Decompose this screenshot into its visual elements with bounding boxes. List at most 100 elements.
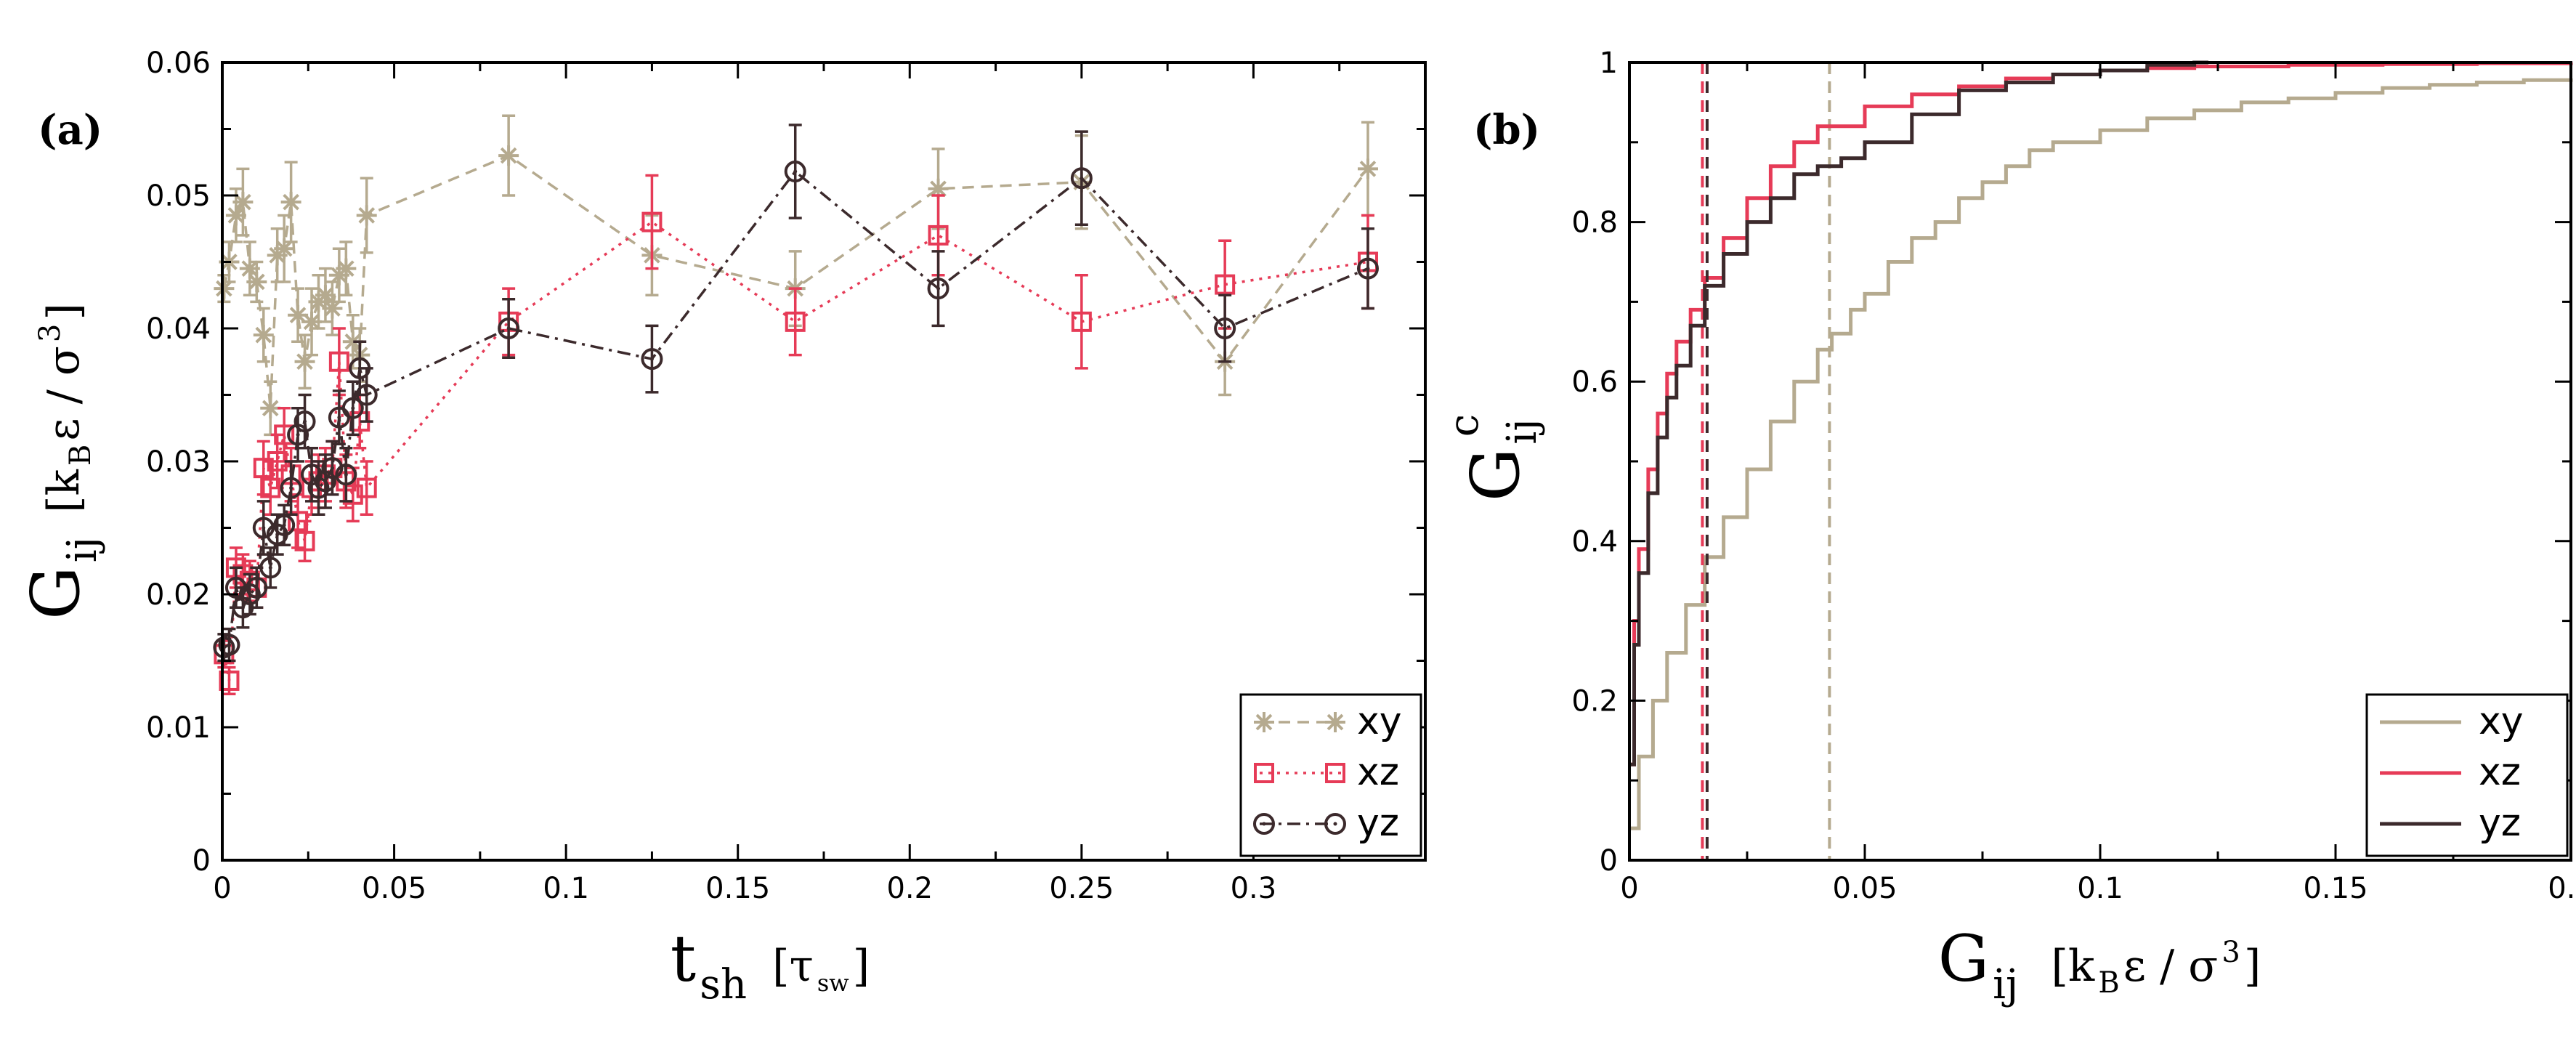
panel-a-legend-marker-xy [1325, 712, 1345, 732]
panel-a: 0 0.05 0.1 0.15 0.2 0.25 0.3 0 0.01 0.02 0.03 0.04 0… [17, 46, 1427, 1008]
panel-a-point-xz [219, 670, 240, 691]
panel-a-point-xz-shape [253, 458, 274, 479]
panel-a-xtick-label: 0.2 [886, 872, 933, 905]
panel-b-xtick-label: 0.05 [1832, 872, 1897, 905]
panel-b-xlabel-unit-close: ] [2244, 941, 2261, 992]
panel-a-point-yz-shape [280, 477, 302, 499]
panel-a-point-xy-stroke [930, 180, 947, 198]
panel-a-point-xy [356, 205, 377, 226]
panel-a-point-xy [1357, 158, 1378, 179]
panel-b-series [1629, 60, 2573, 860]
panel-a-point-xz-shape [928, 224, 949, 246]
panel-a-point-yz-shape [287, 424, 309, 446]
panel-a-ylabel-unit-sup: 3 [33, 324, 67, 342]
panel-b-xlabel-unit-rest: ε / σ [2123, 941, 2218, 992]
panel-a-point-xz-shape [1215, 274, 1236, 295]
panel-a-legend: xy xz yz [1239, 693, 1422, 857]
panel-a-legend-marker-yz [1324, 813, 1346, 835]
panel-a-point-xy-stroke [344, 333, 362, 350]
panel-a-point-yz-dot [344, 472, 348, 477]
panel-a-line-yz [223, 169, 1369, 649]
panel-a-xlabel-unit-sub: sw [817, 969, 849, 997]
panel-a-point-yz-dot [254, 586, 259, 590]
panel-a-point-yz-dot [309, 472, 314, 477]
panel-a-xlabel-sub: sh [700, 961, 747, 1008]
panel-a-point-xy-stroke [235, 193, 251, 211]
panel-b-ytick-label: 0.6 [1571, 365, 1618, 399]
panel-a-point-yz-shape [335, 464, 357, 486]
panel-a-legend-marker-yz-shape [1324, 813, 1346, 835]
panel-a-xtick-label: 0.25 [1049, 872, 1114, 905]
panel-a-point-xy-stroke [241, 260, 259, 277]
panel-a-xlabel-unit: [τ [772, 941, 814, 992]
panel-a-point-xy-stroke [296, 353, 313, 371]
panel-b-xtick-label: 0 [1620, 872, 1638, 905]
panel-a-point-yz-shape [252, 517, 275, 539]
panel-a-point-xy-stroke [262, 400, 279, 417]
panel-a-series-yz [213, 124, 1379, 663]
panel-a-legend-marker-yz-shape [1253, 813, 1275, 835]
panel-a-legend-marker-xy-stroke [1255, 713, 1273, 731]
panel-a-point-xz-shape [342, 484, 363, 505]
panel-a-point-xy [928, 178, 949, 199]
panel-a-point-xz-shape [1071, 311, 1092, 332]
panel-a-point-yz-shape [218, 634, 240, 656]
panel-a-legend-marker-xy-stroke [1327, 713, 1344, 731]
panel-a-point-yz-dot [351, 406, 355, 410]
panel-b-legend: xy xz yz [2365, 693, 2569, 857]
panel-a-point-yz-shape [314, 470, 336, 493]
panel-a-ylabel-unit: [k [39, 469, 89, 513]
panel-a-point-yz-dot [793, 169, 798, 174]
panel-a-point-xy-stroke [358, 207, 376, 224]
panel-a-point-yz-dot [262, 526, 266, 530]
panel-a-point-xy [260, 397, 281, 418]
panel-a-ylabel: G ij [k B ε / σ 3 ] [17, 303, 106, 620]
panel-a-point-xz-shape [785, 311, 806, 332]
panel-a-point-yz-shape [301, 464, 323, 486]
panel-a-point-xy-stroke [248, 273, 265, 291]
panel-a-point-xz [1071, 311, 1092, 332]
panel-b-xtick-label: 0.2 [2548, 872, 2576, 905]
panel-a-ylabel-unit-rest: ε / σ [39, 346, 89, 440]
panel-a-point-yz [218, 634, 240, 656]
panel-a-point-yz [1214, 317, 1236, 339]
panel-b-ylabel: G ij c [1441, 414, 1546, 501]
panel-a-point-yz [927, 278, 949, 300]
panel-a-point-xz [641, 211, 663, 232]
panel-a-legend-marker-yz-dot [1262, 822, 1266, 826]
panel-a-ytick-label: 0.05 [146, 179, 211, 213]
panel-a-xtick-label: 0 [213, 872, 231, 905]
panel-a-point-xz [342, 484, 363, 505]
panel-a-point-yz-dot [330, 466, 334, 470]
panel-a-xlabel-symbol: t [671, 921, 696, 996]
panel-a-point-yz-dot [936, 286, 941, 291]
panel-b-legend-label-xy: xy [2479, 700, 2524, 743]
panel-a-point-yz-dot [337, 416, 341, 420]
panel-a-point-yz-dot [289, 486, 293, 490]
panel-a-ylabel-unit-close: ] [39, 303, 89, 320]
panel-b-ylabel-symbol: G [1457, 448, 1534, 502]
panel-a-point-yz [498, 317, 520, 339]
panel-a-point-xy-stroke [500, 147, 517, 164]
panel-a-point-xz-shape [274, 424, 295, 445]
panel-a-point-xz [928, 224, 949, 246]
panel-a-point-xy [322, 298, 343, 319]
panel-a-point-xz-shape [356, 477, 377, 498]
panel-a-point-yz-shape [927, 278, 949, 300]
panel-b-cdf-yz [1629, 60, 2208, 766]
panel-a-point-yz [321, 457, 344, 479]
panel-a-point-yz-shape [784, 161, 806, 183]
panel-a-line-xy [222, 154, 1369, 408]
panel-b-cdf-xy [1629, 78, 2573, 830]
panel-a-point-xy-stroke [255, 326, 272, 344]
panel-a-point-yz [784, 161, 806, 183]
panel-a-point-xz [274, 424, 295, 445]
panel-b-xlabel-unit-sub: B [2098, 966, 2119, 1000]
panel-b-ytick-label: 0.8 [1571, 206, 1618, 240]
panel-a-point-xz-shape [219, 670, 240, 691]
panel-a-ytick-label: 0.03 [146, 445, 211, 479]
panel-b-legend-label-yz: yz [2479, 801, 2521, 845]
panel-a-legend-label-xy: xy [1357, 700, 1402, 743]
panel-a-point-xy-stroke [324, 300, 341, 317]
